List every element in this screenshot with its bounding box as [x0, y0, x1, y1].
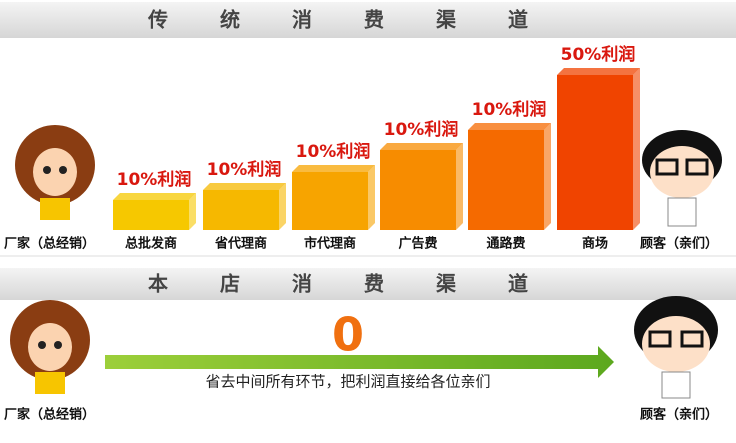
bar [113, 200, 189, 230]
bar-top [292, 165, 375, 172]
customer-cartoon [634, 296, 718, 399]
bar-top [468, 123, 551, 130]
bar-side [544, 123, 551, 230]
profit-label: 10%利润 [384, 119, 459, 140]
profit-label: 50%利润 [561, 44, 636, 65]
channel-label: 市代理商 [304, 236, 356, 252]
bar [292, 172, 368, 230]
start-label: 厂家（总经销） [4, 407, 95, 423]
bar-side [633, 68, 640, 230]
channel-label: 广告费 [398, 236, 437, 252]
girl-cartoon [10, 300, 90, 394]
message: 省去中间所有环节，把利润直接给各位亲们 [205, 373, 490, 391]
bar [380, 150, 456, 230]
profit-label: 10%利润 [117, 169, 192, 190]
bar-top [380, 143, 463, 150]
bar-top [557, 68, 640, 75]
start-label: 厂家（总经销） [4, 236, 95, 252]
girl-cartoon [15, 125, 95, 220]
end-label: 顾客（亲们） [640, 407, 718, 423]
bar [557, 75, 633, 230]
end-label: 顾客（亲们） [640, 236, 718, 252]
big-number: 0 [332, 308, 364, 362]
bar-side [456, 143, 463, 230]
arrow [105, 346, 614, 378]
profit-label: 10%利润 [296, 141, 371, 162]
channel-label: 商场 [582, 236, 608, 252]
header-band [0, 268, 736, 300]
section-title: 本店消费渠道 [148, 272, 580, 296]
bar-side [368, 165, 375, 230]
section-title: 传统消费渠道 [147, 8, 580, 32]
customer-cartoon [642, 130, 722, 227]
profit-label: 10%利润 [472, 99, 547, 120]
bar [203, 190, 279, 230]
bar-side [279, 183, 286, 230]
bar-top [203, 183, 286, 190]
profit-label: 10%利润 [207, 159, 282, 180]
bar-top [113, 193, 196, 200]
channel-label: 通路费 [486, 236, 525, 252]
bar [468, 130, 544, 230]
bar-side [189, 193, 196, 230]
channel-label: 省代理商 [214, 236, 267, 252]
channel-label: 总批发商 [125, 236, 177, 252]
header-band [0, 2, 736, 38]
